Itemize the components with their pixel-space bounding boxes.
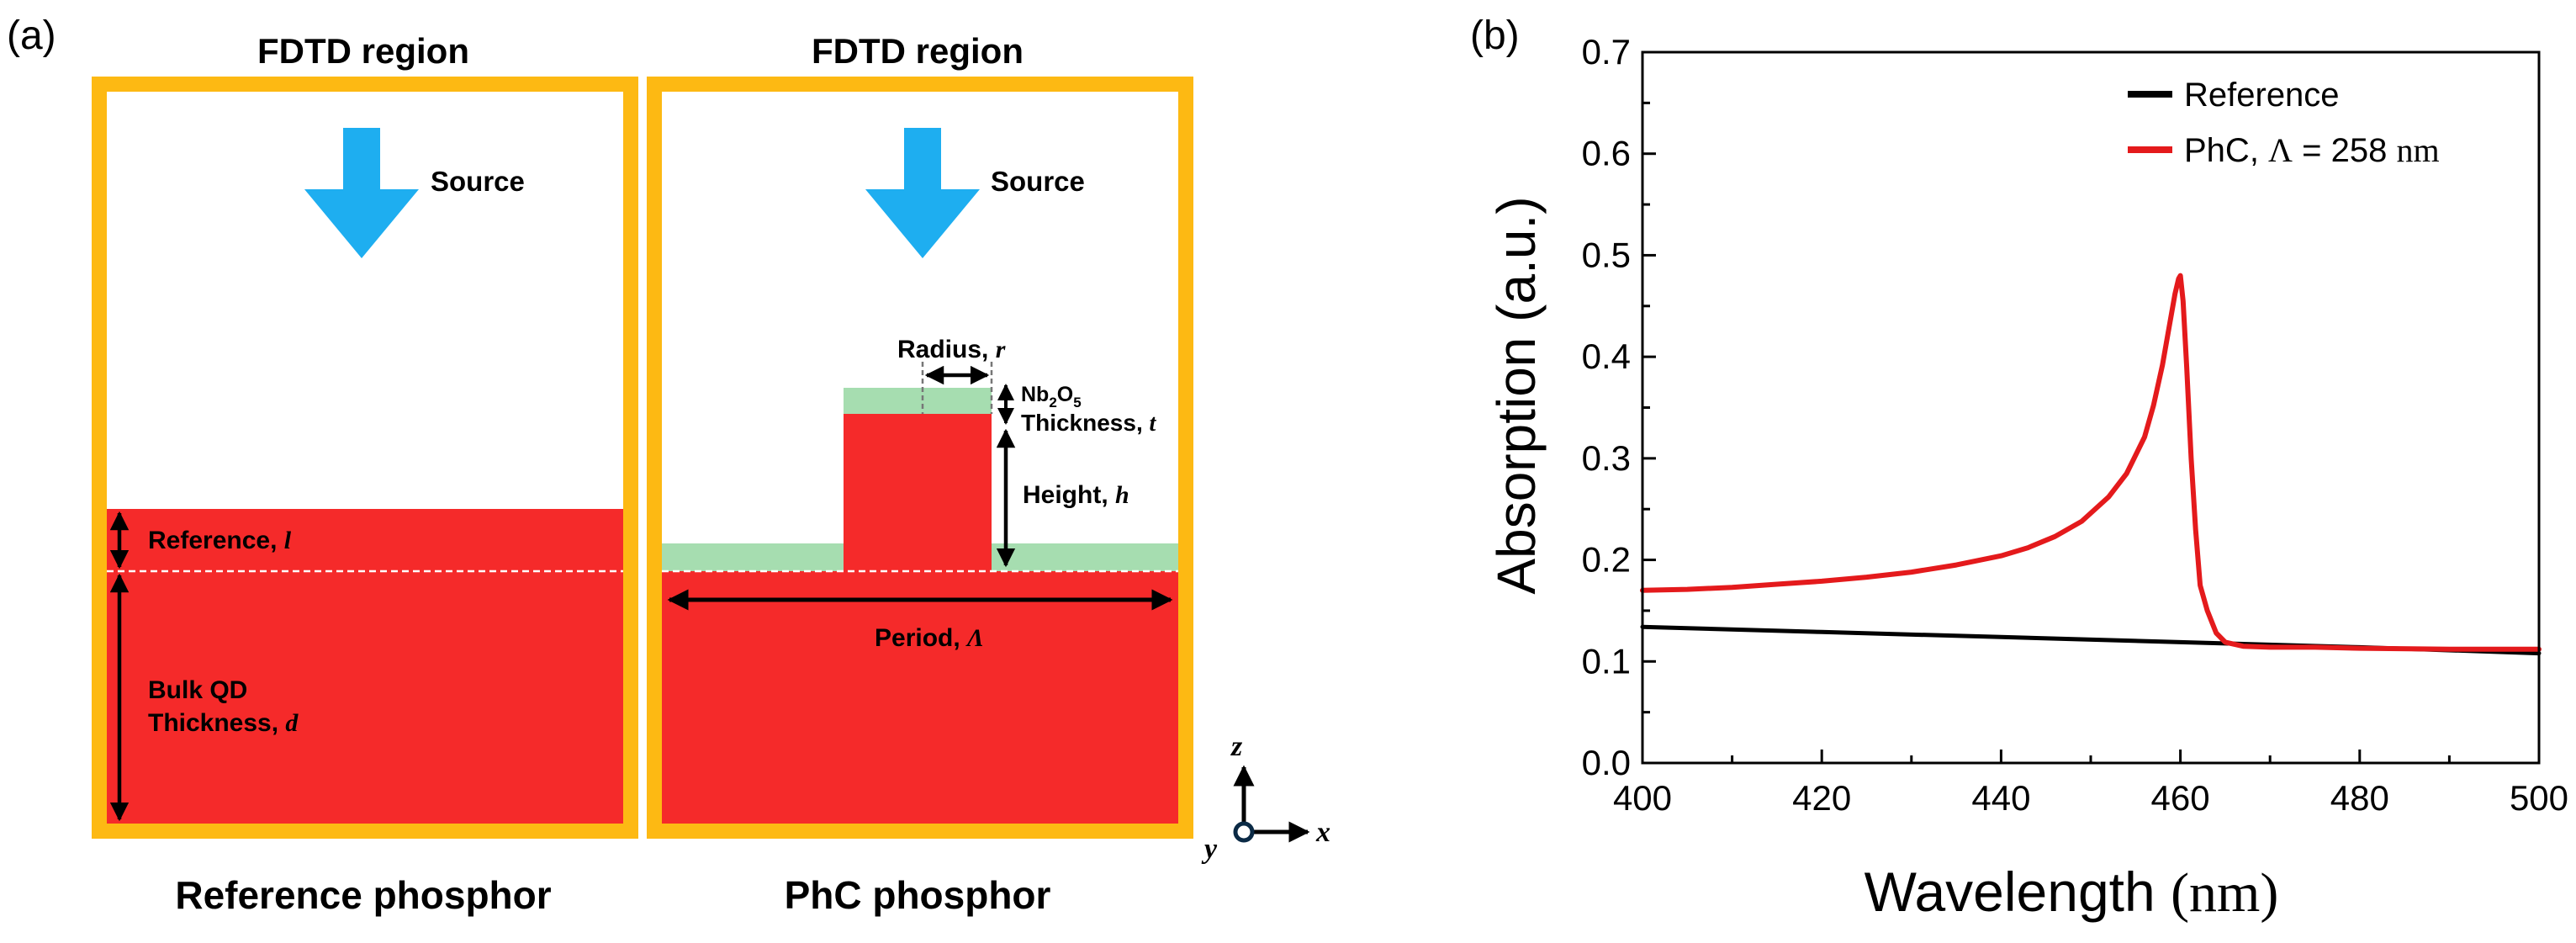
reference-box: FDTD region Source Reference, l Bulk QD … [92, 31, 638, 917]
right-caption: PhC phosphor [785, 873, 1051, 917]
series-phc-line [1640, 273, 2542, 652]
left-box-title: FDTD region [257, 31, 469, 71]
bulk-var: d [285, 709, 299, 737]
right-bulk-qd [662, 571, 1178, 824]
x-axis-title-unit: (nm) [2171, 862, 2278, 924]
bulk-label-line2: Thickness, d [148, 709, 299, 737]
y-axis-icon [1233, 821, 1255, 843]
y-tick-label: 0.6 [1582, 134, 1631, 173]
x-tick-label: 460 [2151, 778, 2210, 818]
legend-label-phc: PhC, Λ = 258 nm [2184, 131, 2440, 169]
x-tick-label: 400 [1613, 778, 1672, 818]
legend: Reference PhC, Λ = 258 nm [2128, 77, 2440, 169]
nb-sub1: 2 [1049, 395, 1056, 411]
absorption-chart: Absorption (a.u.) Wavelength (nm) 400 420… [1486, 32, 2568, 924]
legend-phc-unit: nm [2397, 131, 2440, 169]
bulk-label-line1: Bulk QD [148, 676, 247, 704]
nb-label: Nb2O5 [1021, 383, 1082, 411]
chart-ticks: 400 420 440 460 480 500 0.0 0.1 0.2 0.3 0.4 0.5 0.6 0… [1582, 32, 2568, 818]
plot-frame [1641, 50, 2541, 765]
panel-a-label: (a) [7, 13, 56, 58]
right-source-arrow-icon [865, 128, 980, 258]
phc-pillar [844, 414, 992, 571]
left-caption: Reference phosphor [175, 873, 551, 917]
radius-var: r [996, 336, 1006, 363]
x-tick-label: 480 [2330, 778, 2389, 818]
y-tick-label: 0.2 [1582, 540, 1631, 580]
legend-label-reference: Reference [2184, 77, 2340, 114]
radius-label: Radius, r [897, 336, 1006, 363]
height-var: h [1115, 481, 1129, 509]
right-source-label: Source [991, 166, 1085, 197]
x-tick-label: 500 [2510, 778, 2568, 818]
panel-b-label: (b) [1470, 13, 1520, 58]
nb-layer-top [844, 388, 992, 414]
phc-box: FDTD region Radius, r Source Nb2O5 Thick… [647, 31, 1193, 917]
period-label: Period, Λ [875, 624, 984, 652]
legend-phc-prefix: PhC, [2184, 132, 2268, 169]
chart-lines [1640, 273, 2542, 656]
height-label-text: Height, [1023, 481, 1115, 509]
y-tick-label: 0.3 [1582, 438, 1631, 478]
nb-thickness-label: Thickness, t [1021, 410, 1157, 437]
radius-label-text: Radius, [897, 336, 996, 363]
y-tick-label: 0.4 [1582, 336, 1631, 376]
left-bulk-qd [107, 509, 623, 824]
x-axis-label: x [1315, 817, 1330, 848]
reference-label-text: Reference, [148, 527, 284, 554]
coordinate-axes: z x y [1201, 731, 1330, 865]
x-tick-label: 440 [1971, 778, 2030, 818]
nb-thickness-var: t [1150, 411, 1157, 437]
y-tick-label: 0.1 [1582, 641, 1631, 681]
z-axis-label: z [1230, 731, 1243, 762]
left-source-arrow-icon [304, 128, 419, 258]
period-var: Λ [965, 624, 984, 652]
reference-label: Reference, l [148, 527, 292, 554]
nb-thickness-text: Thickness, [1021, 410, 1150, 436]
y-tick-label: 0.7 [1582, 32, 1631, 72]
y-axis-title: Absorption (a.u.) [1486, 196, 1547, 594]
height-label: Height, h [1023, 481, 1129, 509]
nb-base: Nb [1021, 383, 1049, 406]
bulk-label-text: Thickness, [148, 709, 285, 737]
reference-var: l [284, 527, 292, 554]
y-tick-label: 0.0 [1582, 743, 1631, 782]
y-tick-label: 0.5 [1582, 235, 1631, 274]
right-box-title: FDTD region [812, 31, 1024, 71]
nb-mid: O [1057, 383, 1073, 406]
x-axis-title: Wavelength (nm) [1865, 861, 2279, 924]
x-tick-label: 420 [1792, 778, 1851, 818]
legend-phc-eq: = 258 [2293, 132, 2396, 169]
legend-phc-symbol: Λ [2268, 131, 2293, 169]
nb-sub2: 5 [1073, 395, 1081, 411]
left-source-label: Source [431, 166, 525, 197]
x-axis-title-text: Wavelength [1865, 861, 2155, 923]
period-label-text: Period, [875, 624, 967, 652]
y-axis-label: y [1201, 834, 1218, 865]
